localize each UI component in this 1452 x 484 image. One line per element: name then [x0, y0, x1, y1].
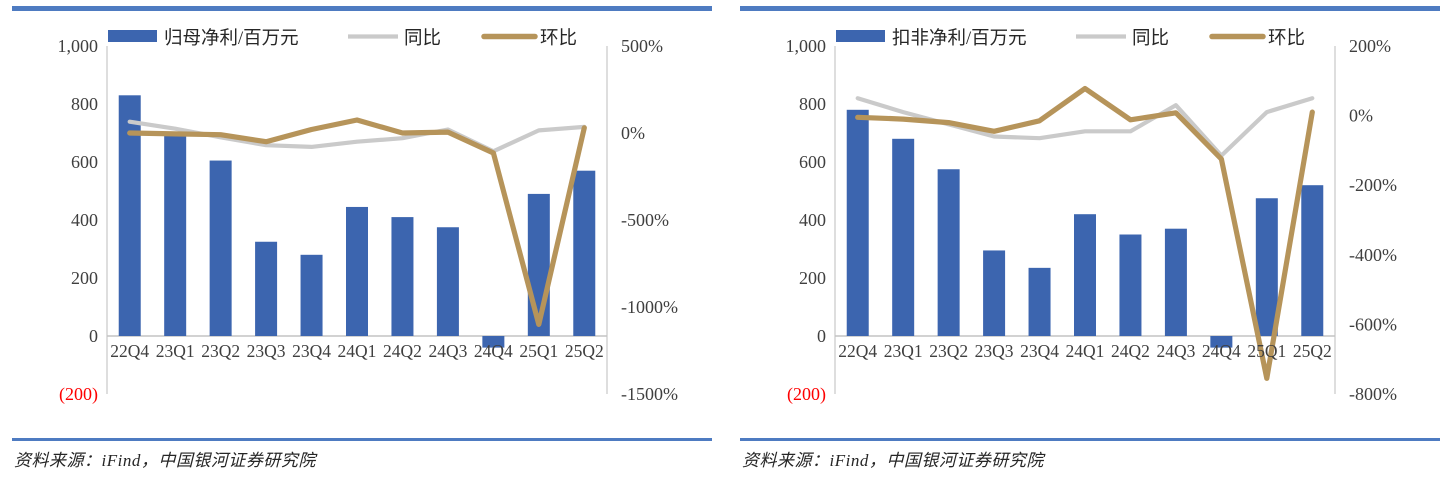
bar: [937, 169, 960, 336]
y-axis-left-tick-label: 200: [799, 268, 826, 288]
chart-panel-non-gaap-profit: 1,000 800 600 400 200 0 (200) 200% 0% -200% -400% -…: [740, 6, 1440, 471]
net-profit-chart: 1,000 800 600 400 200 0 (200) 500% 0% -500% -1000%…: [12, 25, 712, 430]
x-axis-tick-label: 23Q4: [1020, 341, 1059, 361]
y-axis-right-tick-label: 500%: [621, 36, 663, 56]
bar: [1028, 267, 1051, 336]
y-axis-left-tick-label: (200): [787, 384, 826, 405]
bar: [1164, 228, 1187, 336]
bar: [255, 241, 278, 336]
legend: 扣非净利/百万元 同比 环比: [836, 28, 1305, 49]
page: 1,000 800 600 400 200 0 (200) 500% 0% -500% -1000%…: [12, 6, 1440, 471]
bar: [1255, 198, 1278, 336]
x-axis-tick-label: 24Q2: [1111, 341, 1150, 361]
x-axis-tick-label: 22Q4: [838, 341, 877, 361]
y-axis-right-tick-label: 0%: [1349, 106, 1373, 126]
x-axis-tick-label: 24Q1: [338, 341, 377, 361]
legend-label-bar: 归母净利/百万元: [164, 28, 299, 49]
x-axis-tick-label: 23Q3: [247, 341, 286, 361]
x-axis-tick-label: 23Q2: [201, 341, 240, 361]
x-axis-tick-label: 25Q1: [519, 341, 558, 361]
y-axis-left-tick-label: 800: [71, 94, 98, 114]
bar: [346, 206, 368, 336]
y-axis-left-tick-label: 400: [799, 210, 826, 230]
legend-label-qoq: 环比: [540, 28, 577, 49]
y-axis-left-tick-label: 1,000: [786, 36, 827, 56]
x-axis-tick-label: 25Q2: [565, 341, 604, 361]
bar: [482, 336, 505, 348]
y-axis-right-tick-label: -800%: [1349, 384, 1397, 404]
legend-label-yoy: 同比: [404, 28, 441, 49]
y-axis-left-tick-label: (200): [59, 384, 98, 405]
y-axis-left-tick-label: 0: [89, 326, 98, 346]
legend-bar-swatch: [108, 30, 157, 42]
legend-label-qoq: 环比: [1268, 28, 1305, 49]
y-axis-left-tick-label: 200: [71, 268, 98, 288]
top-rule: [740, 6, 1440, 11]
legend: 归母净利/百万元 同比 环比: [108, 28, 577, 49]
y-axis-left-tick-label: 1,000: [58, 36, 99, 56]
bar: [300, 254, 323, 336]
x-axis-tick-label: 24Q4: [474, 341, 513, 361]
y-axis-left-tick-label: 800: [799, 94, 826, 114]
bar: [164, 135, 187, 336]
bar: [846, 109, 869, 336]
bar: [1301, 185, 1324, 336]
y-axis-right-tick-label: -600%: [1349, 314, 1397, 334]
non-gaap-profit-chart: 1,000 800 600 400 200 0 (200) 200% 0% -200% -400% -…: [740, 25, 1440, 430]
bar: [983, 250, 1006, 336]
x-axis-tick-label: 23Q2: [929, 341, 968, 361]
y-axis-right-tick-label: -1500%: [621, 384, 678, 404]
x-axis-tick-label: 23Q1: [884, 341, 923, 361]
bar: [118, 95, 141, 336]
x-axis-tick-label: 23Q3: [975, 341, 1014, 361]
y-axis-right-tick-label: -200%: [1349, 175, 1397, 195]
y-axis-right-tick-label: -500%: [621, 210, 669, 230]
qoq-line: [855, 85, 1315, 381]
bar: [892, 138, 915, 336]
source-note: 资料来源：iFind，中国银河证券研究院: [14, 451, 316, 470]
chart-canvas: 1,000 800 600 400 200 0 (200) 200% 0% -200% -400% -…: [786, 28, 1398, 405]
divider-rule: [12, 438, 712, 441]
legend-label-yoy: 同比: [1132, 28, 1169, 49]
y-axis-right-tick-label: 200%: [1349, 36, 1391, 56]
y-axis-right-tick-label: 0%: [621, 123, 645, 143]
qoq-line: [127, 117, 587, 327]
divider-rule: [740, 438, 1440, 441]
y-axis-right-tick-label: -400%: [1349, 245, 1397, 265]
source-note: 资料来源：iFind，中国银河证券研究院: [742, 451, 1044, 470]
chart-canvas: 1,000 800 600 400 200 0 (200) 500% 0% -500% -1000%…: [58, 28, 679, 405]
yoy-line: [855, 96, 1315, 158]
y-axis-left-tick-label: 600: [799, 152, 826, 172]
y-axis-left-tick-label: 0: [817, 326, 826, 346]
bar: [1210, 336, 1233, 348]
bar: [391, 217, 414, 336]
x-axis-tick-label: 23Q4: [292, 341, 331, 361]
bar: [436, 227, 459, 336]
x-axis-tick-label: 22Q4: [110, 341, 149, 361]
y-axis-left-tick-label: 600: [71, 152, 98, 172]
bar: [573, 170, 596, 336]
legend-label-bar: 扣非净利/百万元: [892, 28, 1027, 49]
y-axis-left-tick-label: 400: [71, 210, 98, 230]
top-rule: [12, 6, 712, 11]
x-axis-tick-label: 24Q1: [1066, 341, 1105, 361]
bar: [209, 160, 232, 336]
y-axis-right-tick-label: -1000%: [621, 297, 678, 317]
x-axis-tick-label: 24Q4: [1202, 341, 1241, 361]
x-axis-tick-label: 23Q1: [156, 341, 195, 361]
legend-bar-swatch: [836, 30, 885, 42]
x-axis-tick-label: 24Q2: [383, 341, 422, 361]
bar: [1074, 214, 1096, 336]
x-axis-tick-label: 24Q3: [1156, 341, 1195, 361]
bar: [1119, 234, 1142, 336]
x-axis-tick-label: 25Q2: [1293, 341, 1332, 361]
x-axis-tick-label: 24Q3: [428, 341, 467, 361]
chart-panel-net-profit: 1,000 800 600 400 200 0 (200) 500% 0% -500% -1000%…: [12, 6, 712, 471]
x-axis-tick-label: 25Q1: [1247, 341, 1286, 361]
